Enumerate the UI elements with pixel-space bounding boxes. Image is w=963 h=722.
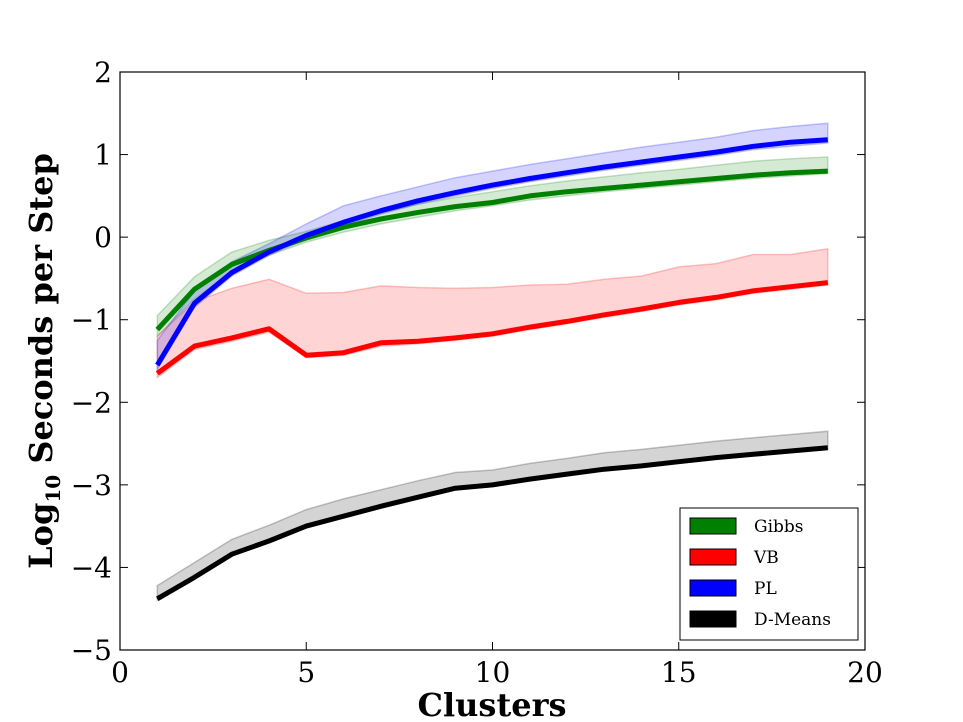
y-axis-title: Log10 Seconds per Step [22, 153, 65, 569]
y-axis-title-rest: Seconds per Step [22, 153, 60, 475]
x-axis-title: Clusters [418, 686, 567, 722]
y-tick-label: 0 [94, 221, 112, 254]
legend-label-gibbs: Gibbs [754, 517, 804, 537]
line-vb [155, 280, 829, 376]
y-tick-label: −2 [71, 386, 112, 419]
x-tick-label: 15 [661, 656, 697, 689]
legend-label-vb: VB [753, 548, 779, 568]
y-tick-label: 1 [94, 139, 112, 172]
y-tick-labels: 2 1 0 −1 −2 −3 −4 −5 [71, 56, 112, 667]
legend-swatch-d-means [689, 610, 737, 628]
legend-swatch-gibbs [689, 517, 737, 535]
axis-ticks [119, 71, 866, 651]
y-tick-label: −5 [71, 634, 112, 667]
x-tick-labels: 0 5 10 15 20 [111, 656, 883, 689]
legend-swatch-pl [689, 579, 737, 597]
legend-swatch-vb [689, 548, 737, 566]
x-tick-label: 10 [475, 656, 511, 689]
legend: Gibbs VB PL D-Means [679, 507, 859, 641]
series-lines [155, 137, 829, 601]
y-axis-title-subscript: 10 [41, 475, 65, 503]
x-tick-label: 5 [297, 656, 315, 689]
x-tick-label: 0 [111, 656, 129, 689]
y-axis-title-main: Log [22, 503, 60, 569]
x-tick-label: 20 [847, 656, 883, 689]
y-tick-label: −4 [71, 551, 112, 584]
y-tick-label: 2 [94, 56, 112, 89]
y-tick-label: −3 [71, 469, 112, 502]
y-tick-label: −1 [71, 304, 112, 337]
band-vb [156, 247, 829, 380]
legend-label-d-means: D-Means [754, 610, 831, 630]
line-pl [155, 137, 828, 367]
line-d-means [156, 445, 829, 601]
legend-label-pl: PL [754, 579, 777, 599]
